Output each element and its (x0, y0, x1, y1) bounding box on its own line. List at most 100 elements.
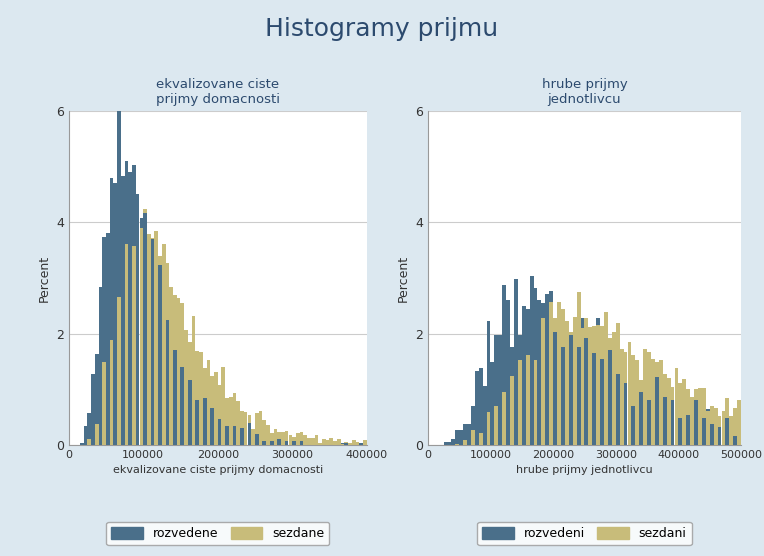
Bar (106, 233, 110, 445)
Bar (467, 435, 471, 445)
Bar (643, 349, 647, 445)
Bar (502, 391, 506, 445)
Bar (113, 289, 117, 445)
Bar (255, 434, 259, 445)
Bar (667, 409, 671, 445)
Bar (694, 400, 698, 445)
Bar (188, 380, 192, 445)
Bar (173, 295, 176, 445)
Bar (678, 418, 682, 445)
Bar (240, 411, 244, 445)
Bar (678, 383, 682, 445)
Bar (475, 437, 479, 445)
Bar (565, 321, 568, 445)
Bar (537, 320, 542, 445)
Bar (690, 396, 694, 445)
Bar (106, 343, 110, 445)
Bar (99, 287, 102, 445)
Bar (214, 410, 218, 445)
Bar (196, 351, 199, 445)
Bar (289, 443, 292, 445)
Bar (229, 419, 232, 445)
Bar (702, 418, 706, 445)
Bar (214, 372, 218, 445)
Bar (225, 398, 229, 445)
Bar (518, 335, 522, 445)
Bar (337, 439, 341, 445)
Bar (233, 426, 236, 445)
Bar (639, 391, 643, 445)
Bar (248, 415, 251, 445)
Bar (345, 442, 348, 445)
Bar (553, 318, 557, 445)
Bar (452, 439, 455, 445)
Bar (471, 430, 474, 445)
Bar (176, 297, 180, 445)
Bar (192, 316, 196, 445)
Bar (184, 365, 188, 445)
Bar (259, 438, 262, 445)
Bar (121, 176, 125, 445)
Bar (199, 351, 202, 445)
Bar (199, 399, 202, 445)
Bar (545, 312, 549, 445)
Bar (655, 363, 659, 445)
Legend: rozvedene, sezdane: rozvedene, sezdane (106, 522, 329, 545)
Bar (274, 429, 277, 445)
Bar (83, 442, 87, 445)
Bar (549, 302, 553, 445)
Bar (620, 349, 623, 445)
Bar (479, 368, 483, 445)
Bar (125, 161, 128, 445)
Bar (510, 376, 514, 445)
Bar (601, 326, 604, 445)
Bar (577, 291, 581, 445)
Bar (83, 426, 87, 445)
Bar (483, 386, 487, 445)
Bar (341, 443, 345, 445)
Bar (522, 306, 526, 445)
Bar (596, 317, 600, 445)
Bar (154, 231, 158, 445)
Bar (117, 111, 121, 445)
Y-axis label: Percent: Percent (37, 255, 50, 301)
Bar (694, 389, 698, 445)
Bar (737, 427, 741, 445)
Bar (710, 424, 714, 445)
Bar (526, 355, 529, 445)
Bar (601, 359, 604, 445)
Bar (95, 424, 99, 445)
Bar (733, 408, 737, 445)
Bar (345, 443, 348, 445)
Bar (514, 360, 518, 445)
Bar (612, 332, 616, 445)
Bar (240, 428, 244, 445)
Bar (561, 309, 565, 445)
Bar (218, 419, 222, 445)
Bar (620, 356, 623, 445)
Bar (285, 441, 289, 445)
Bar (113, 183, 117, 445)
Bar (144, 213, 147, 445)
Bar (188, 342, 192, 445)
Bar (463, 440, 467, 445)
Bar (557, 302, 561, 445)
Title: ekvalizovane ciste
prijmy domacnosti: ekvalizovane ciste prijmy domacnosti (156, 78, 280, 106)
Bar (244, 435, 248, 445)
Bar (210, 408, 214, 445)
Bar (117, 297, 121, 445)
Bar (281, 432, 285, 445)
Bar (636, 360, 639, 445)
Bar (293, 438, 296, 445)
Bar (514, 279, 518, 445)
Bar (510, 347, 514, 445)
Bar (651, 359, 655, 445)
Bar (592, 326, 596, 445)
Bar (522, 361, 526, 445)
Bar (158, 256, 162, 445)
Bar (702, 388, 706, 445)
Bar (147, 234, 151, 445)
Bar (296, 433, 299, 445)
Bar (151, 238, 154, 445)
Bar (553, 332, 557, 445)
